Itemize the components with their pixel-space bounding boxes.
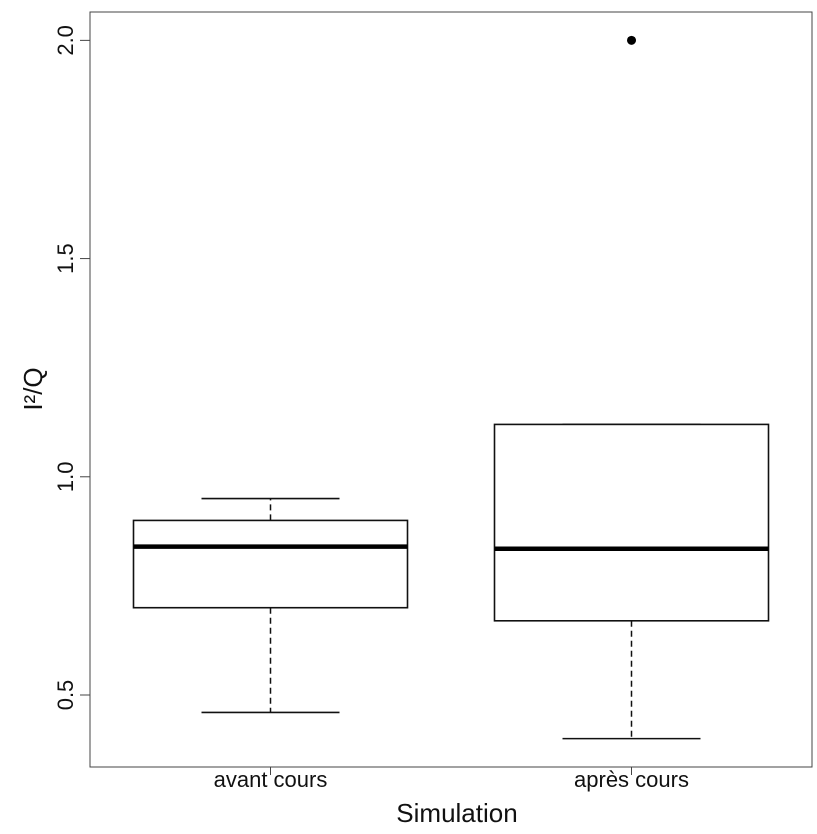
y-tick-label: 0.5 [53,680,78,711]
box-iqr [132,519,409,609]
x-tick-label: avant cours [214,767,328,792]
y-axis-label: I²/Q [18,367,48,410]
plot-area: 0.5 1.0 1.5 2.0 avant cours après cours [53,11,813,792]
outlier-point [627,35,636,45]
x-axis-label: Simulation [396,798,517,828]
y-tick-label: 2.0 [53,25,78,56]
y-tick-label: 1.0 [53,461,78,492]
x-tick-label: après cours [574,767,689,792]
plot-frame [89,11,813,768]
y-tick-label: 1.5 [53,243,78,274]
box-iqr [493,423,770,622]
